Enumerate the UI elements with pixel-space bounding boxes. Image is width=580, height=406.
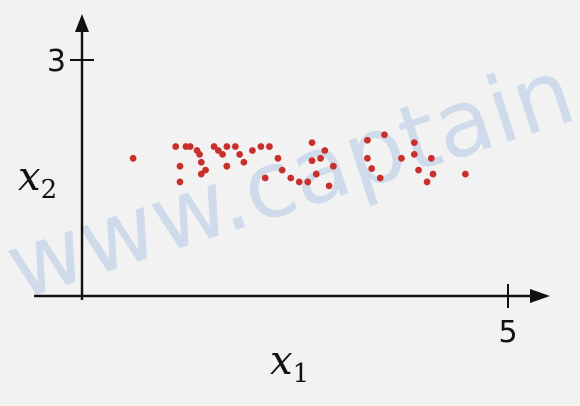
data-point: [423, 178, 431, 186]
data-point: [317, 154, 324, 162]
data-point: [325, 182, 333, 190]
data-point: [427, 154, 435, 162]
y-axis-label: x2: [18, 154, 57, 205]
data-point: [261, 174, 269, 182]
y-axis-label-sub: 2: [41, 175, 58, 205]
data-point: [429, 170, 437, 178]
data-point: [381, 131, 388, 139]
data-point: [312, 170, 320, 178]
data-point: [295, 178, 303, 186]
y-tick-label: 3: [47, 44, 66, 79]
data-point: [368, 165, 376, 172]
y-axis-label-main: x: [18, 154, 41, 200]
data-point: [196, 151, 203, 158]
data-point: [462, 170, 469, 178]
tick-group: 53: [47, 44, 518, 350]
data-point: [308, 139, 316, 147]
data-point: [249, 147, 256, 154]
data-point: [223, 162, 231, 170]
data-point: [219, 151, 226, 158]
x-axis-label-sub: 1: [293, 359, 310, 389]
data-point: [308, 157, 316, 165]
data-point: [364, 136, 371, 144]
data-point: [197, 170, 205, 178]
data-point: [278, 166, 286, 174]
data-point: [321, 147, 329, 154]
data-point: [266, 143, 273, 150]
data-point: [398, 154, 405, 162]
data-point: [231, 143, 239, 150]
data-point: [186, 143, 194, 150]
x-axis-label-main: x: [270, 338, 293, 384]
data-point: [172, 143, 180, 150]
data-point: [304, 178, 312, 186]
data-point: [176, 178, 184, 186]
data-point: [287, 174, 295, 182]
x-axis-label: x1: [270, 338, 309, 389]
x-tick-label: 5: [498, 315, 517, 350]
data-point: [240, 158, 248, 166]
data-point: [329, 162, 337, 170]
data-point: [257, 143, 265, 150]
data-point: [410, 139, 418, 147]
data-point: [364, 154, 371, 162]
data-point: [197, 158, 205, 166]
y-axis-arrow: [75, 14, 89, 32]
data-point: [415, 166, 422, 174]
data-point: [129, 154, 137, 162]
data-point: [410, 151, 418, 158]
data-point: [223, 143, 231, 150]
data-point: [236, 151, 244, 158]
data-point: [176, 162, 184, 170]
x-axis-arrow: [530, 289, 550, 303]
points-group: [129, 131, 469, 190]
data-point: [274, 154, 282, 162]
data-point: [376, 174, 384, 182]
